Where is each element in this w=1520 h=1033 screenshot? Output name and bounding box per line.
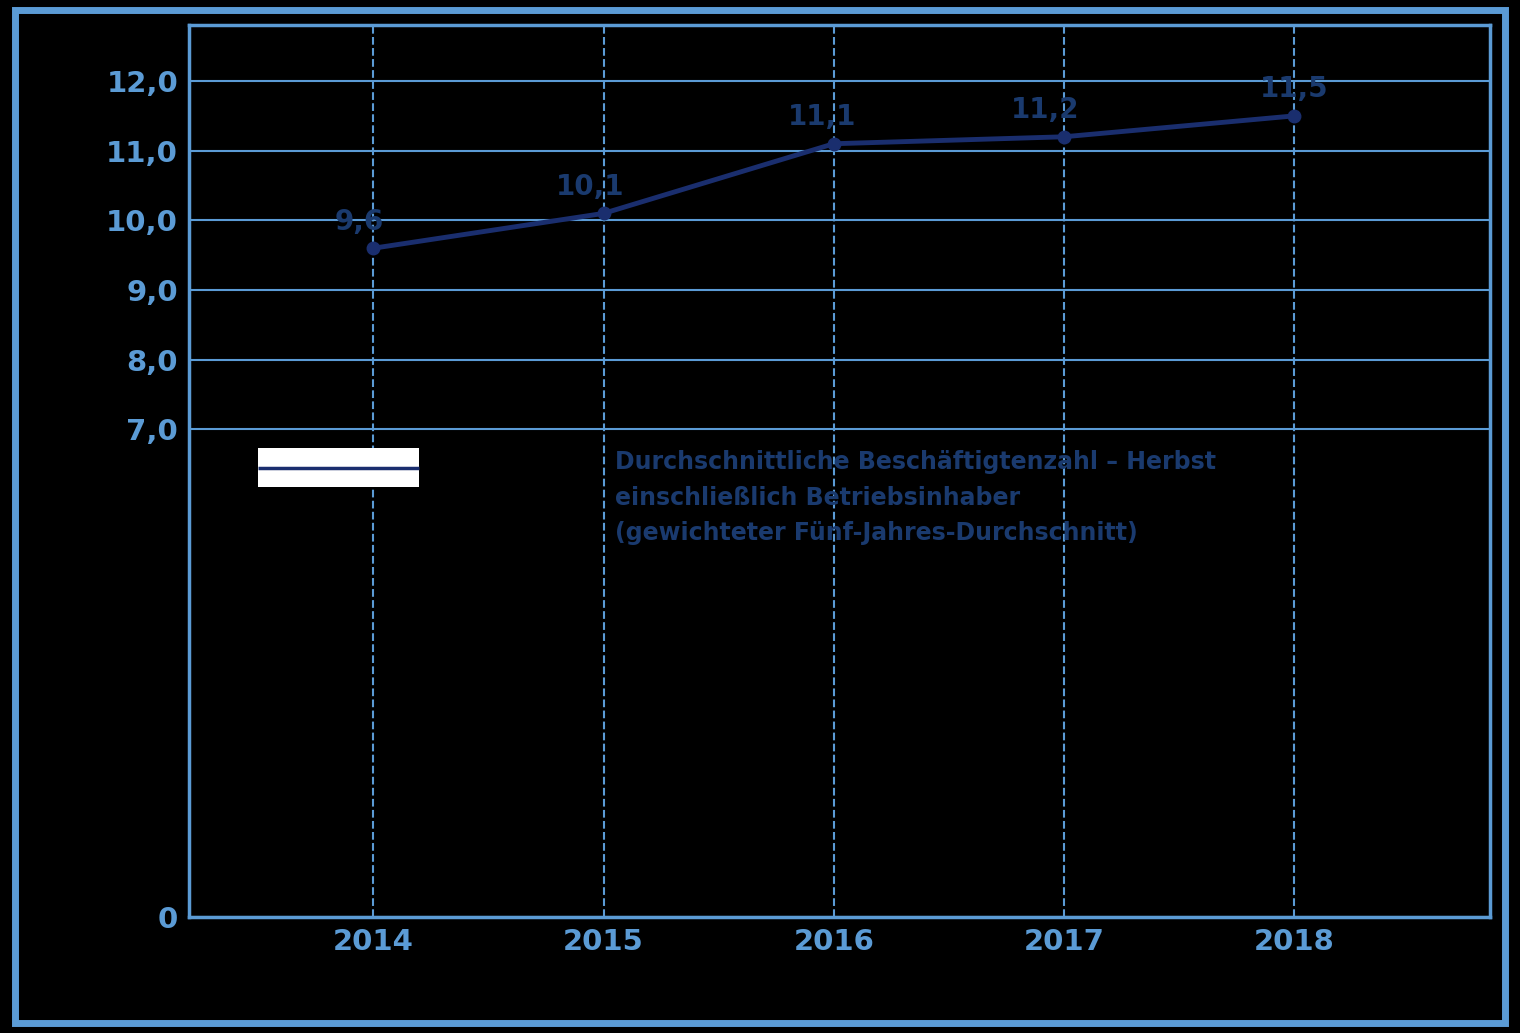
Text: 9,6: 9,6 bbox=[334, 208, 385, 236]
Text: 11,2: 11,2 bbox=[1011, 96, 1079, 124]
Text: Durchschnittliche Beschäftigtenzahl – Herbst
einschließlich Betriebsinhaber
(gew: Durchschnittliche Beschäftigtenzahl – He… bbox=[616, 450, 1216, 545]
Text: 11,5: 11,5 bbox=[1260, 75, 1328, 103]
Text: 11,1: 11,1 bbox=[787, 103, 856, 131]
Bar bbox=[258, 448, 420, 488]
Text: 10,1: 10,1 bbox=[555, 173, 625, 200]
